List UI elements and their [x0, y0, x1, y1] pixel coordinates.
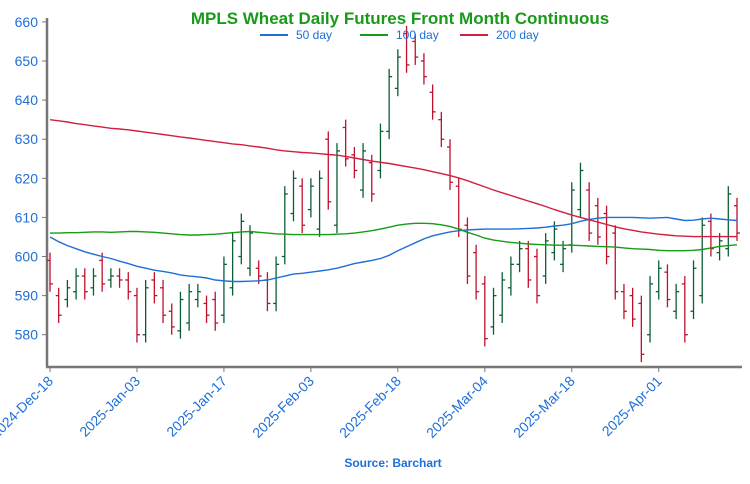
x-tick-label: 2025-Feb-03	[249, 373, 317, 441]
y-tick-label: 650	[15, 53, 39, 69]
legend-label: 50 day	[296, 28, 332, 42]
x-tick-label: 2025-Feb-18	[336, 373, 404, 441]
x-tick-label: 2025-Mar-04	[423, 373, 491, 441]
moving-average	[49, 119, 737, 238]
chart-title: MPLS Wheat Daily Futures Front Month Con…	[191, 9, 609, 28]
x-tick-label: 2024-Dec-18	[0, 373, 56, 442]
y-tick-label: 620	[15, 170, 39, 186]
source: Source: Barchart	[344, 456, 441, 470]
y-tick-label: 600	[15, 249, 39, 265]
x-tick-label: 2025-Mar-18	[510, 373, 578, 441]
y-tick-label: 610	[15, 209, 39, 225]
legend-label: 200 day	[496, 28, 539, 42]
moving-average	[49, 216, 738, 283]
x-tick-label: 2025-Apr-01	[599, 373, 665, 439]
y-tick-label: 640	[15, 92, 39, 108]
x-tick-label: 2025-Jan-17	[163, 373, 230, 440]
y-tick-label: 630	[15, 131, 39, 147]
y-tick-label: 590	[15, 288, 39, 304]
y-tick-label: 660	[15, 14, 39, 30]
x-tick-label: 2025-Jan-03	[76, 373, 143, 440]
y-tick-label: 580	[15, 327, 39, 343]
moving-average	[50, 222, 738, 252]
legend-label: 100 day	[396, 28, 439, 42]
